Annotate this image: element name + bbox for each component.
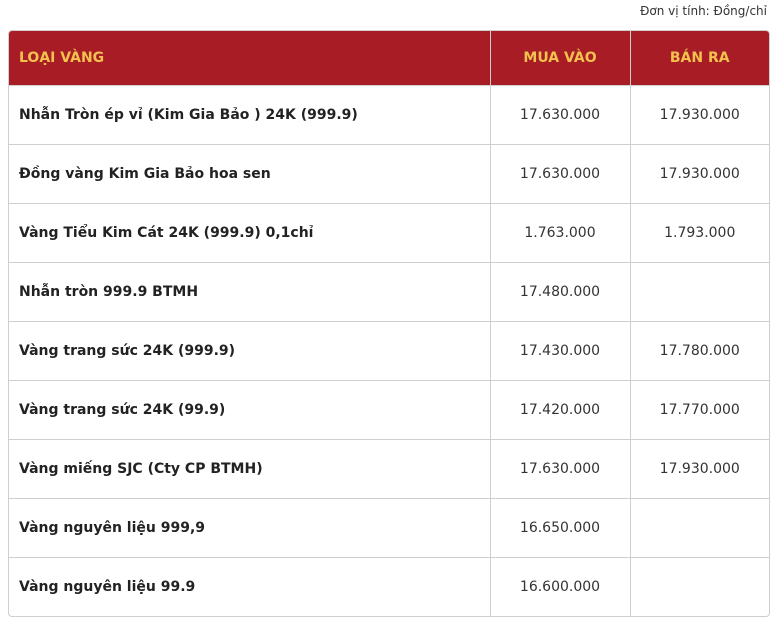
buy-price-cell: 1.763.000 <box>489 203 630 263</box>
price-table-wrap: LOẠI VÀNG MUA VÀO BÁN RA Nhẫn Tròn ép vỉ (… <box>8 30 770 617</box>
unit-note: Đơn vị tính: Đồng/chỉ <box>640 4 767 18</box>
sell-price-cell <box>629 557 769 616</box>
sell-price-cell: 17.930.000 <box>629 85 769 145</box>
table-row: Nhẫn Tròn ép vỉ (Kim Gia Bảo ) 24K (999.… <box>9 85 769 145</box>
table-row: Vàng miếng SJC (Cty CP BTMH) 17.630.000 17… <box>9 439 769 499</box>
gold-type-cell: Vàng nguyên liệu 999,9 <box>9 498 490 558</box>
buy-price-cell: 17.480.000 <box>489 262 630 322</box>
buy-price-cell: 17.630.000 <box>489 144 630 204</box>
gold-type-cell: Đồng vàng Kim Gia Bảo hoa sen <box>9 144 490 204</box>
buy-price-cell: 17.630.000 <box>489 439 630 499</box>
buy-price-cell: 17.420.000 <box>489 380 630 440</box>
buy-price-cell: 16.650.000 <box>489 498 630 558</box>
table-row: Đồng vàng Kim Gia Bảo hoa sen 17.630.000 1… <box>9 144 769 204</box>
header-cell: LOẠI VÀNG <box>9 31 490 86</box>
buy-price-cell: 17.430.000 <box>489 321 630 381</box>
gold-type-cell: Vàng Tiểu Kim Cát 24K (999.9) 0,1chỉ <box>9 203 490 263</box>
page: Đơn vị tính: Đồng/chỉ LOẠI VÀNG MUA VÀO BÁ… <box>8 4 770 617</box>
table-row: Vàng trang sức 24K (999.9) 17.430.000 17.7… <box>9 321 769 381</box>
header-cell: MUA VÀO <box>489 31 630 86</box>
table-row: Vàng nguyên liệu 99.9 16.600.000 <box>9 557 769 616</box>
gold-type-cell: Nhẫn tròn 999.9 BTMH <box>9 262 490 322</box>
table-row: Vàng trang sức 24K (99.9) 17.420.000 17.77… <box>9 380 769 440</box>
header-row: LOẠI VÀNG MUA VÀO BÁN RA <box>9 31 769 86</box>
buy-price-cell: 17.630.000 <box>489 85 630 145</box>
price-table: LOẠI VÀNG MUA VÀO BÁN RA Nhẫn Tròn ép vỉ (… <box>9 31 769 616</box>
sell-price-cell <box>629 262 769 322</box>
table-body: Nhẫn Tròn ép vỉ (Kim Gia Bảo ) 24K (999.… <box>9 85 769 616</box>
table-row: Nhẫn tròn 999.9 BTMH 17.480.000 <box>9 262 769 322</box>
sell-price-cell: 17.780.000 <box>629 321 769 381</box>
gold-type-cell: Vàng trang sức 24K (99.9) <box>9 380 490 440</box>
sell-price-cell: 17.930.000 <box>629 439 769 499</box>
sell-price-cell: 17.930.000 <box>629 144 769 204</box>
table-row: Vàng Tiểu Kim Cát 24K (999.9) 0,1chỉ 1.76… <box>9 203 769 263</box>
buy-price-cell: 16.600.000 <box>489 557 630 616</box>
sell-price-cell: 17.770.000 <box>629 380 769 440</box>
sell-price-cell <box>629 498 769 558</box>
gold-type-cell: Nhẫn Tròn ép vỉ (Kim Gia Bảo ) 24K (999.… <box>9 85 490 145</box>
gold-type-cell: Vàng miếng SJC (Cty CP BTMH) <box>9 439 490 499</box>
header-cell: BÁN RA <box>629 31 769 86</box>
sell-price-cell: 1.793.000 <box>629 203 769 263</box>
gold-type-cell: Vàng nguyên liệu 99.9 <box>9 557 490 616</box>
table-row: Vàng nguyên liệu 999,9 16.650.000 <box>9 498 769 558</box>
gold-type-cell: Vàng trang sức 24K (999.9) <box>9 321 490 381</box>
